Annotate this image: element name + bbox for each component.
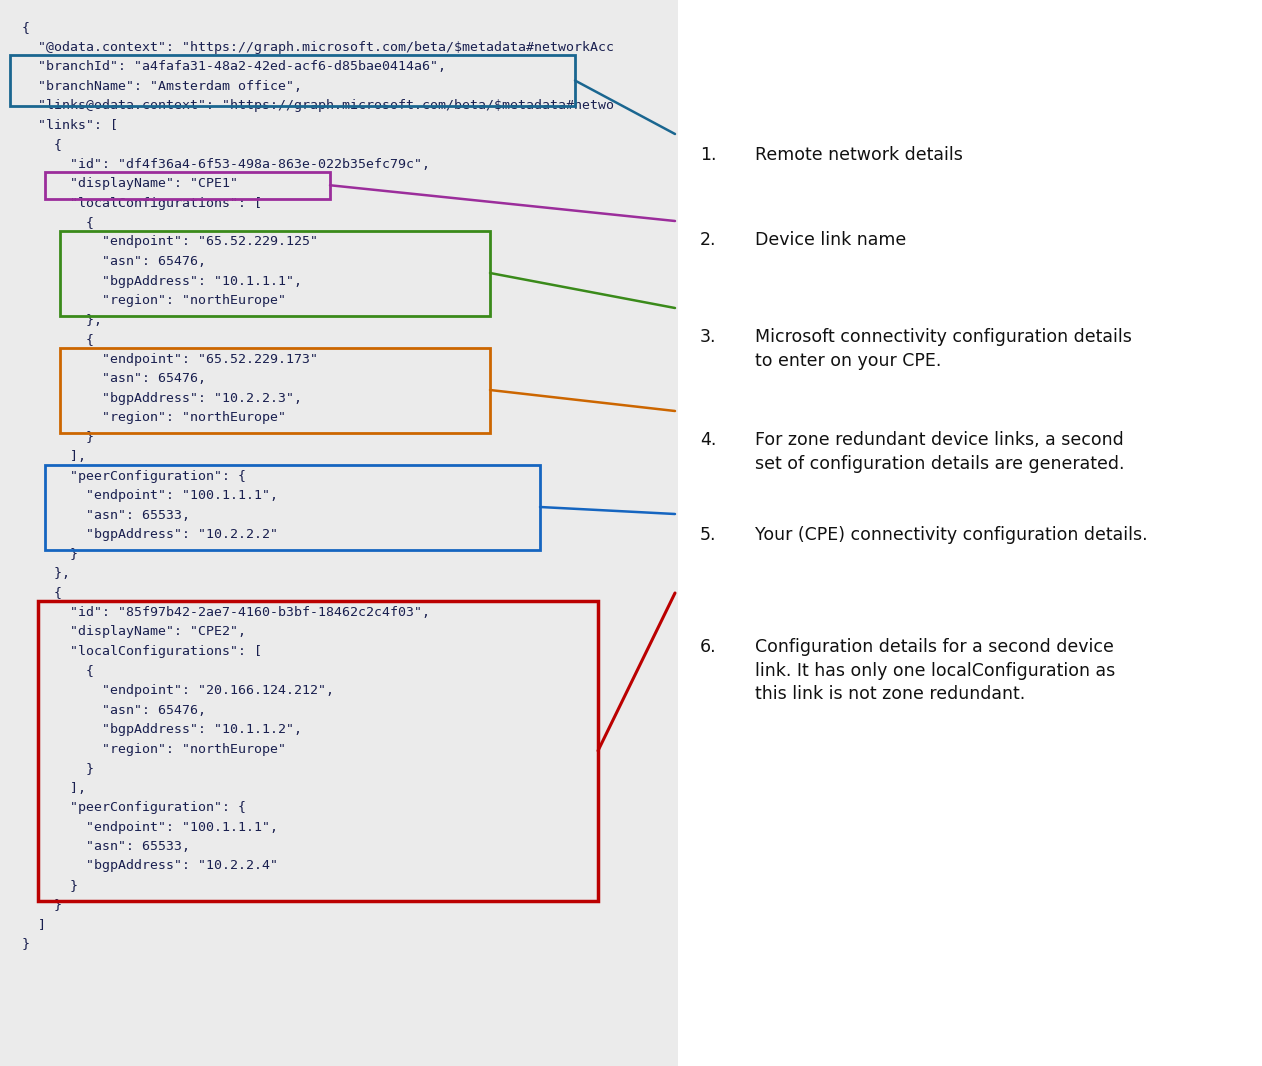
Text: },: }, [21,567,69,580]
Text: 4.: 4. [700,431,717,449]
Text: "region": "northEurope": "region": "northEurope" [21,411,286,424]
Text: ]: ] [21,918,45,931]
Text: }: } [21,548,78,561]
Text: Configuration details for a second device
link. It has only one localConfigurati: Configuration details for a second devic… [755,637,1116,704]
Text: "asn": 65476,: "asn": 65476, [21,704,206,716]
Bar [45,465,540,549]
Text: "endpoint": "65.52.229.173": "endpoint": "65.52.229.173" [21,353,318,366]
Text: Microsoft connectivity configuration details
to enter on your CPE.: Microsoft connectivity configuration det… [755,328,1132,370]
Text: "id": "85f97b42-2ae7-4160-b3bf-18462c2c4f03",: "id": "85f97b42-2ae7-4160-b3bf-18462c2c4… [21,605,430,619]
Text: Device link name: Device link name [755,231,906,249]
Text: ],: ], [21,781,86,794]
Text: "bgpAddress": "10.1.1.1",: "bgpAddress": "10.1.1.1", [21,275,302,288]
Text: "localConfigurations": [: "localConfigurations": [ [21,645,262,658]
Text: "displayName": "CPE2",: "displayName": "CPE2", [21,626,246,639]
Text: 3.: 3. [700,328,717,346]
Text: {: { [21,333,93,346]
Text: 5.: 5. [700,526,717,544]
Text: "asn": 65533,: "asn": 65533, [21,840,191,853]
Bar [678,0,1262,1066]
Text: "bgpAddress": "10.1.1.2",: "bgpAddress": "10.1.1.2", [21,723,302,736]
Text: 2.: 2. [700,231,717,249]
Text: "bgpAddress": "10.2.2.2": "bgpAddress": "10.2.2.2" [21,528,278,542]
Bar [0,0,678,1066]
Text: For zone redundant device links, a second
set of configuration details are gener: For zone redundant device links, a secon… [755,431,1124,472]
Text: "displayName": "CPE1": "displayName": "CPE1" [21,177,239,190]
Text: "peerConfiguration": {: "peerConfiguration": { [21,469,246,483]
Text: "asn": 65533,: "asn": 65533, [21,508,191,521]
Bar [38,601,598,901]
Text: "endpoint": "100.1.1.1",: "endpoint": "100.1.1.1", [21,489,278,502]
Text: "branchName": "Amsterdam office",: "branchName": "Amsterdam office", [21,80,302,93]
Text: "localConfigurations": [: "localConfigurations": [ [21,196,262,210]
Bar [45,172,329,198]
Text: Your (CPE) connectivity configuration details.: Your (CPE) connectivity configuration de… [755,526,1147,544]
Text: "endpoint": "100.1.1.1",: "endpoint": "100.1.1.1", [21,821,278,834]
Text: "@odata.context": "https://graph.microsoft.com/beta/$metadata#networkAcc: "@odata.context": "https://graph.microso… [21,41,615,53]
Text: "id": "df4f36a4-6f53-498a-863e-022b35efc79c",: "id": "df4f36a4-6f53-498a-863e-022b35efc… [21,158,430,171]
Text: {: { [21,21,30,34]
Text: "endpoint": "20.166.124.212",: "endpoint": "20.166.124.212", [21,684,334,697]
Text: "branchId": "a4fafa31-48a2-42ed-acf6-d85bae0414a6",: "branchId": "a4fafa31-48a2-42ed-acf6-d85… [21,60,445,72]
Text: {: { [21,664,93,678]
Bar [61,348,490,433]
Text: "asn": 65476,: "asn": 65476, [21,372,206,385]
Bar [61,230,490,316]
Text: 1.: 1. [700,146,717,164]
Text: 6.: 6. [700,637,717,656]
Text: "links@odata.context": "https://graph.microsoft.com/beta/$metadata#netwo: "links@odata.context": "https://graph.mi… [21,99,615,112]
Text: Remote network details: Remote network details [755,146,963,164]
Text: }: } [21,899,62,911]
Text: }: } [21,937,30,951]
Text: "region": "northEurope": "region": "northEurope" [21,294,286,307]
Text: "links": [: "links": [ [21,118,119,131]
Text: "bgpAddress": "10.2.2.4": "bgpAddress": "10.2.2.4" [21,859,278,872]
Text: },: }, [21,313,102,326]
Text: {: { [21,216,93,229]
Text: }: } [21,762,93,775]
Text: "peerConfiguration": {: "peerConfiguration": { [21,801,246,814]
Text: {: { [21,138,62,151]
Text: "bgpAddress": "10.2.2.3",: "bgpAddress": "10.2.2.3", [21,391,302,404]
Text: "endpoint": "65.52.229.125": "endpoint": "65.52.229.125" [21,236,318,248]
Text: "asn": 65476,: "asn": 65476, [21,255,206,268]
Bar [10,55,575,106]
Text: }: } [21,879,78,892]
Text: {: { [21,586,62,599]
Text: }: } [21,431,93,443]
Text: ],: ], [21,450,86,463]
Text: "region": "northEurope": "region": "northEurope" [21,743,286,756]
